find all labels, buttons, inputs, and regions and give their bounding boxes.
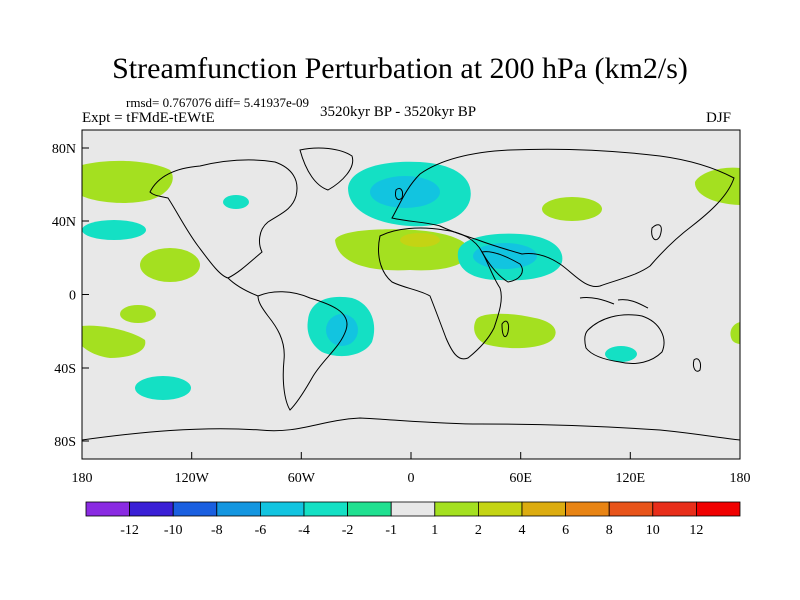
coast-antarctica [82,417,740,441]
lon-label-180e: 180 [730,471,751,486]
anomaly-north-pacific-east [694,167,740,205]
colorbar-box [608,501,654,517]
anomaly-east-africa-south [474,313,556,349]
coast-central-america [227,277,259,297]
colorbar-box [303,501,348,517]
coastlines [82,147,740,441]
colorbar-box [696,501,741,517]
plot-title: Streamfunction Perturbation at 200 hPa (… [112,52,688,85]
coast-new-zealand [693,358,701,372]
colorbar-label: -8 [211,523,223,538]
anomaly-north-pacific-small [82,220,146,240]
lon-label-0: 0 [408,471,415,486]
coast-indonesia [579,297,649,309]
colorbar-label: -10 [164,523,183,538]
colorbar-label: -12 [120,523,139,538]
lon-label-120e: 120E [616,471,646,486]
anomaly-south-atlantic-core [326,314,358,346]
colorbar [85,501,741,517]
colorbar-box [85,501,130,517]
lat-label-80s: 80S [54,435,76,450]
colorbar-label: 1 [431,523,438,538]
colorbar-label: -1 [385,523,397,538]
lat-label-80n: 80N [52,142,76,157]
coast-north-america [149,159,298,279]
colorbar-box [652,501,697,517]
rmsd-stats: rmsd= 0.767076 diff= 5.41937e-09 [126,95,310,110]
lat-label-40n: 40N [52,215,76,230]
coast-madagascar [501,320,509,338]
anomaly-hudson [223,195,249,209]
lat-label-40s: 40S [54,362,76,377]
period-label: 3520kyr BP - 3520kyr BP [320,104,477,120]
colorbar-box [477,501,523,517]
colorbar-label: 4 [519,523,526,538]
coast-australia [584,314,665,365]
anomaly-layer [82,160,740,400]
coast-japan [651,224,662,241]
colorbar-label: 2 [475,523,482,538]
axis-ticks [81,147,741,459]
lon-label-60w: 60W [288,471,316,486]
colorbar-box [347,501,392,517]
colorbar-box [565,501,610,517]
colorbar-box [259,501,305,517]
colorbar-label: 6 [562,523,569,538]
colorbar-box [521,501,566,517]
lon-label-180w: 180 [72,471,93,486]
colorbar-label: 12 [689,523,703,538]
lon-label-120w: 120W [175,471,210,486]
anomaly-pacific-subtropic [140,248,200,282]
colorbar-label: 10 [646,523,660,538]
colorbar-label: -2 [342,523,354,538]
colorbar-box [129,501,174,517]
anomaly-south-pacific-lower [135,376,191,400]
lon-label-60e: 60E [509,471,532,486]
anomaly-central-asia [542,197,602,221]
lat-label-0: 0 [69,289,76,304]
coast-africa [378,227,502,360]
coast-uk [395,187,403,201]
colorbar-label: 8 [606,523,613,538]
coast-south-america [257,291,348,411]
colorbar-label: -6 [255,523,267,538]
anomaly-south-pacific-west [82,325,146,358]
experiment-label: Expt = tFMdE-tEWtE [82,110,215,126]
anomaly-sahara-core [400,233,440,247]
anomaly-australia-east [605,346,637,362]
coast-eurasia [391,148,735,288]
coast-greenland [299,147,354,191]
coast-arabia [481,251,523,283]
season-label: DJF [706,110,732,126]
anomaly-south-pacific-east [730,322,740,344]
anomaly-pacific-equatorial [120,305,156,323]
colorbar-box [216,501,261,517]
colorbar-label: -4 [298,523,310,538]
colorbar-labels: -12 -10 -8 -6 -4 -2 -1 1 2 4 6 8 10 12 [120,523,703,538]
anomaly-north-atlantic-core [370,176,440,208]
colorbar-box [172,501,218,517]
colorbar-box [434,501,479,517]
colorbar-box [390,501,436,517]
